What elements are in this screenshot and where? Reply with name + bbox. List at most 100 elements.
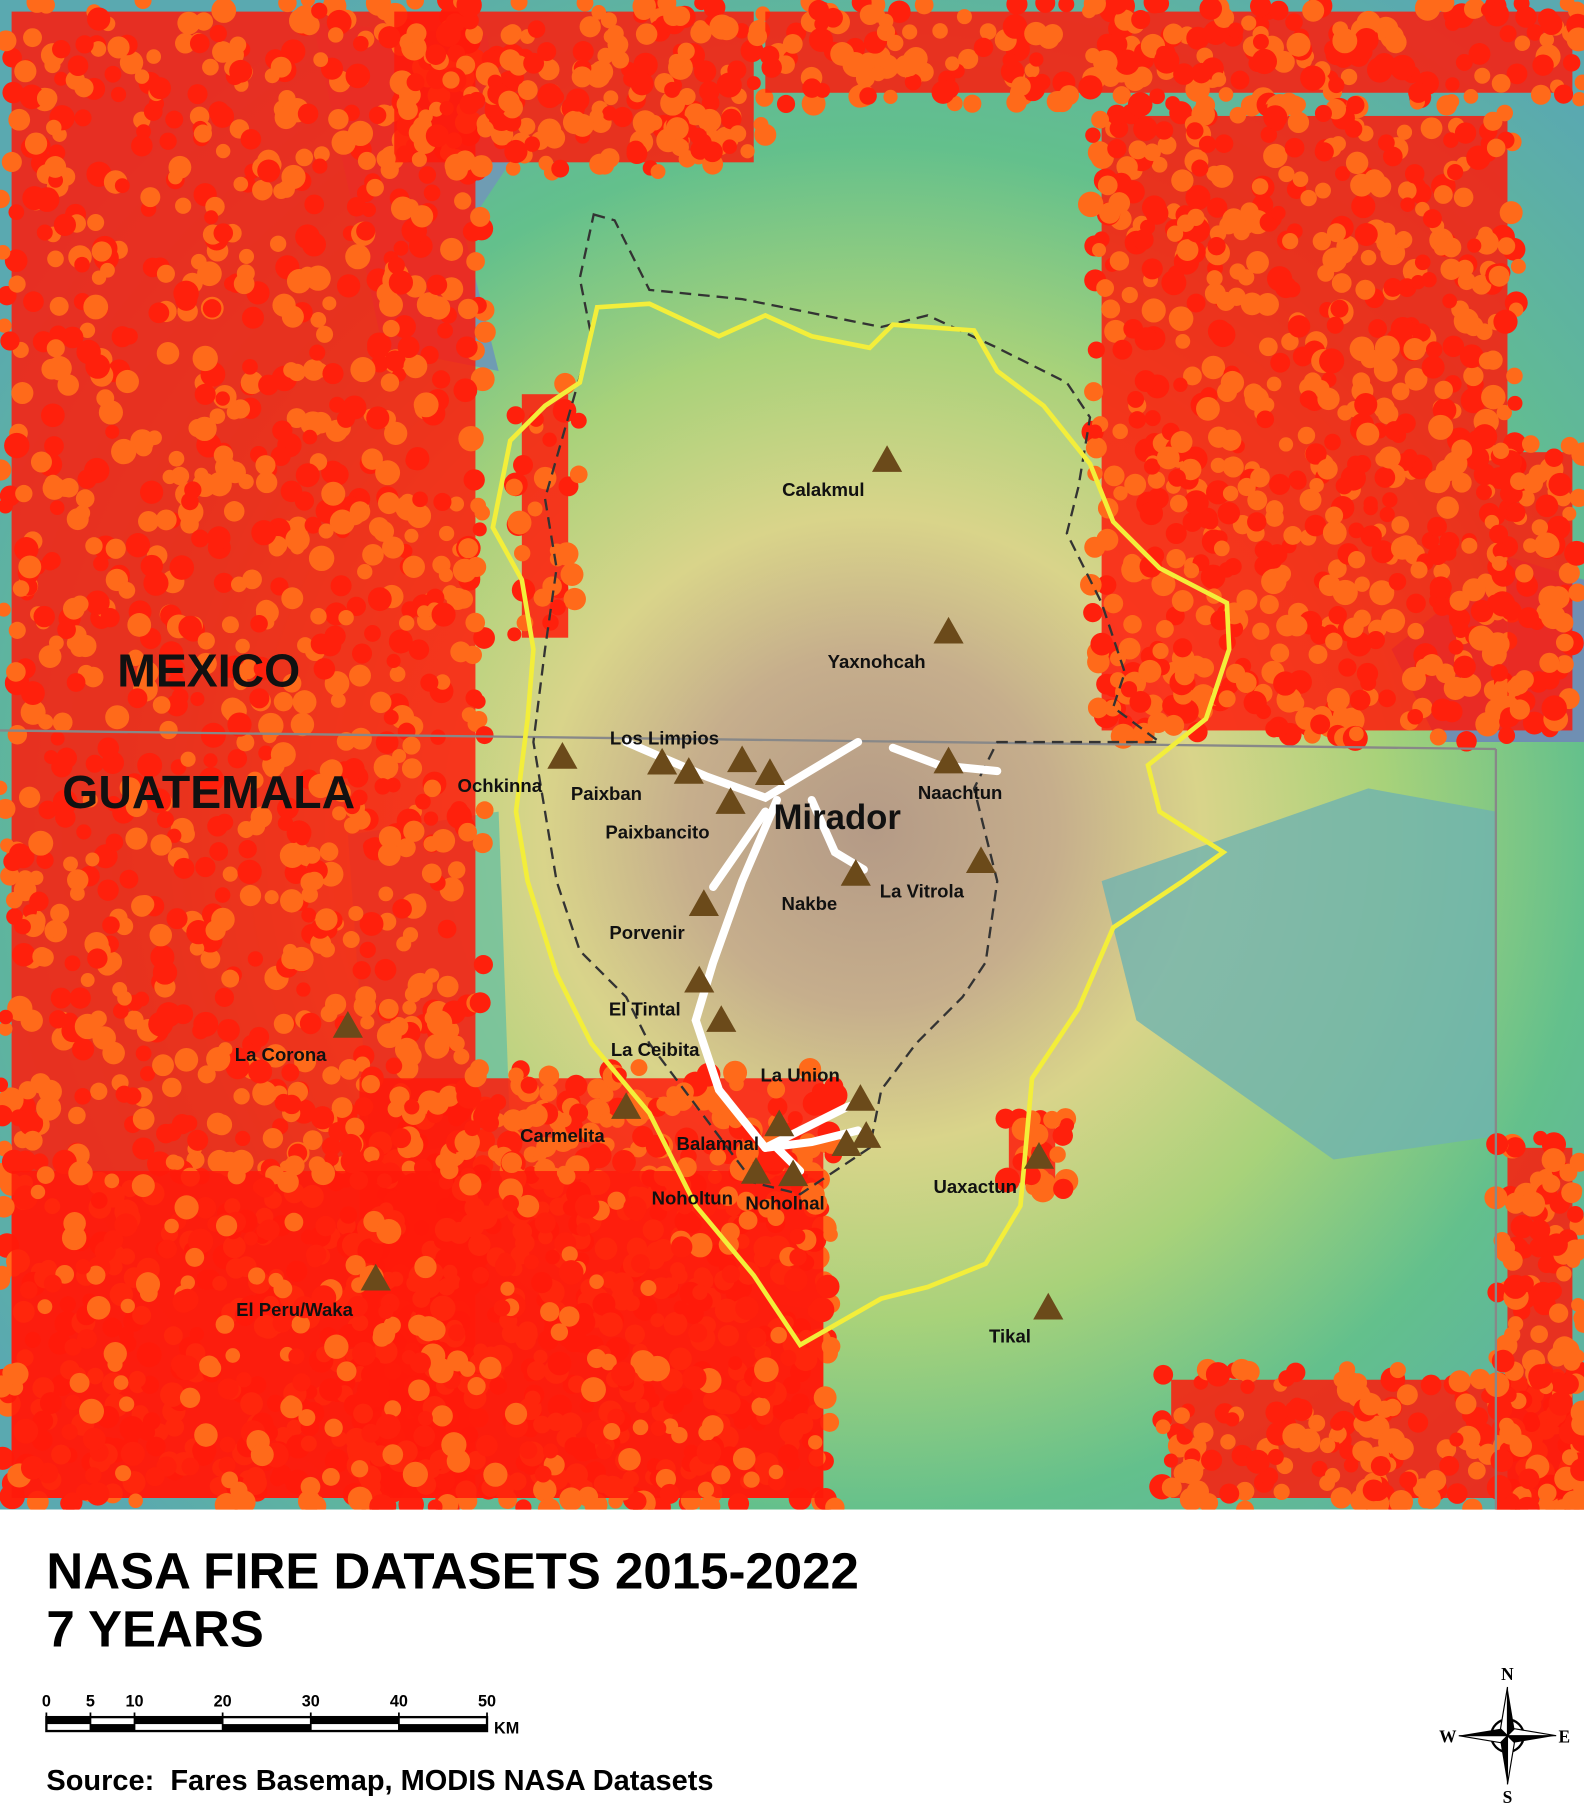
fire-point: [533, 466, 557, 490]
fire-point: [1453, 187, 1474, 208]
fire-point: [76, 824, 92, 840]
fire-point: [77, 469, 97, 489]
fire-point: [398, 100, 418, 120]
fire-point: [85, 852, 100, 867]
fire-point: [131, 1174, 155, 1198]
fire-point: [1537, 1483, 1557, 1503]
fire-point: [1446, 1483, 1468, 1504]
fire-point: [1112, 86, 1131, 105]
fire-point: [233, 273, 255, 295]
fire-point: [85, 537, 103, 555]
fire-point: [1049, 1146, 1066, 1163]
fire-point: [1299, 488, 1322, 511]
fire-point: [677, 42, 695, 60]
fire-point: [330, 575, 352, 597]
fire-point: [1132, 722, 1155, 745]
fire-point: [1144, 410, 1161, 427]
fire-point: [0, 1077, 9, 1092]
fire-point: [502, 1194, 519, 1212]
fire-point: [1445, 77, 1460, 92]
fire-point: [197, 632, 215, 650]
scale-segment: [398, 1724, 488, 1732]
fire-point: [1235, 1481, 1255, 1501]
fire-point: [36, 851, 54, 869]
fire-point: [11, 382, 34, 405]
fire-point: [1127, 92, 1153, 117]
country-label: MEXICO: [117, 644, 300, 696]
fire-point: [444, 153, 469, 178]
fire-point: [566, 88, 590, 112]
fire-point: [438, 525, 455, 542]
fire-point: [164, 1218, 179, 1234]
fire-point: [1541, 1148, 1566, 1173]
fire-point: [1206, 480, 1231, 505]
fire-point: [1260, 126, 1278, 143]
fire-point: [1363, 496, 1378, 511]
fire-point: [1558, 1373, 1579, 1395]
fire-point: [115, 369, 139, 394]
fire-point: [215, 1315, 235, 1334]
fire-point: [801, 91, 826, 116]
fire-point: [49, 500, 65, 515]
fire-point: [1300, 65, 1326, 91]
fire-point: [1420, 1488, 1441, 1509]
fire-point: [52, 789, 78, 815]
fire-point: [329, 396, 346, 413]
fire-point: [1267, 1448, 1284, 1465]
fire-point: [1489, 591, 1516, 617]
fire-point: [0, 459, 12, 481]
fire-point: [1467, 238, 1482, 253]
fire-point: [175, 197, 192, 214]
fire-point: [1104, 319, 1128, 343]
fire-point: [1452, 621, 1469, 639]
fire-point: [377, 492, 400, 515]
fire-point: [118, 1396, 135, 1412]
fire-point: [69, 886, 85, 901]
fire-point: [473, 627, 495, 649]
scale-tick-label: 30: [302, 1693, 320, 1711]
fire-point: [740, 144, 755, 159]
fire-point: [1569, 488, 1584, 508]
fire-point: [15, 484, 33, 503]
fire-point: [1532, 54, 1554, 76]
fire-point: [221, 969, 240, 988]
fire-point: [504, 1402, 528, 1426]
fire-point: [281, 39, 306, 64]
fire-point: [218, 1456, 236, 1474]
fire-point: [270, 742, 296, 768]
fire-point: [1147, 471, 1166, 489]
fire-point: [1545, 1233, 1568, 1256]
fire-point: [332, 783, 351, 802]
fire-point: [289, 946, 314, 972]
fire-point: [1210, 457, 1226, 473]
fire-point: [406, 23, 427, 44]
fire-point: [1528, 1364, 1553, 1389]
fire-point: [1319, 348, 1345, 374]
title: 7 YEARS: [46, 1600, 263, 1657]
fire-point: [338, 1059, 360, 1080]
fire-point: [112, 1003, 129, 1019]
fire-point: [286, 408, 307, 429]
fire-point: [1470, 599, 1494, 623]
site-marker: [1023, 1142, 1055, 1169]
site-marker: [933, 746, 964, 774]
fire-point: [250, 614, 268, 633]
fire-point: [1170, 431, 1193, 453]
fire-point: [2, 81, 24, 104]
fire-point: [386, 653, 401, 669]
fire-point: [404, 985, 422, 1003]
fire-point: [296, 982, 311, 997]
fire-point: [1439, 1455, 1460, 1476]
fire-point: [23, 291, 44, 313]
fire-point: [475, 726, 494, 745]
fire-point: [1330, 299, 1349, 318]
fire-point: [366, 406, 390, 430]
fire-point: [114, 178, 130, 194]
fire-point: [1151, 572, 1176, 597]
fire-point: [1515, 1496, 1540, 1510]
fire-point: [1455, 1425, 1481, 1451]
fire-point: [270, 56, 292, 78]
fire-point: [1540, 604, 1566, 630]
fire-point: [607, 1408, 625, 1427]
fire-point: [830, 42, 855, 66]
